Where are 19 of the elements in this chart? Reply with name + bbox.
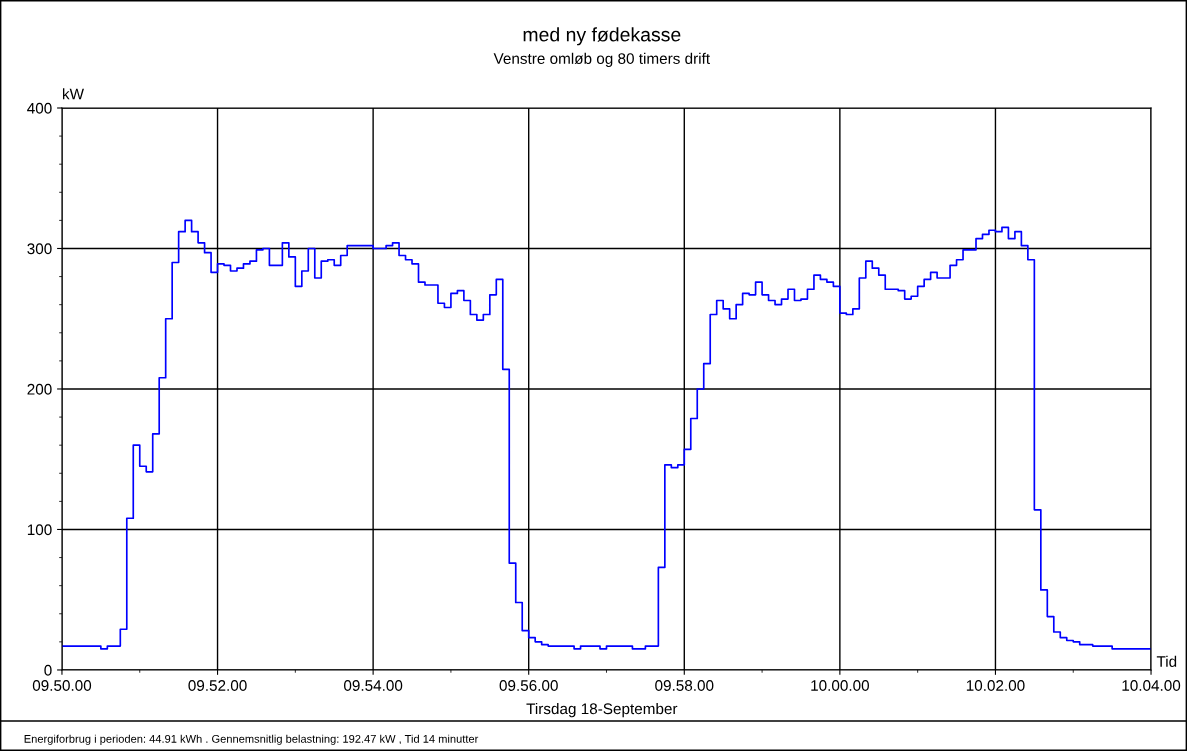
x-tick-label: 09.50.00 (32, 680, 92, 691)
text: Energiforbrug i perioden: 44.91 kWh . Gennemsnitlig belastning: 192.47 kW , Tid 14 minutter (24, 734, 479, 745)
y-tick-label: 300 (27, 243, 52, 255)
x-axis-title: Tid (1156, 655, 1177, 667)
x-tick-label: 09.52.00 (188, 680, 247, 691)
x-tick-label: 09.56.00 (499, 680, 558, 691)
y-tick-label: 100 (27, 524, 52, 536)
x-tick-label: 09.54.00 (343, 680, 403, 691)
y-axis-title: kW (62, 88, 84, 100)
x-tick-label: 10.04.00 (1122, 680, 1181, 691)
x-tick-label: 09.58.00 (655, 680, 714, 691)
y-tick-label: 0 (44, 664, 52, 676)
y-tick-label: 400 (27, 102, 52, 114)
y-tick-label: 200 (27, 383, 52, 395)
x-tick-label: 10.00.00 (811, 680, 870, 691)
text: Tirsdag 18-September (526, 702, 678, 718)
chart-title: med ny fødekasse (523, 27, 681, 46)
x-tick-label: 10.02.00 (966, 680, 1025, 691)
chart-subtitle: Venstre omløb og 80 timers drift (493, 52, 710, 68)
